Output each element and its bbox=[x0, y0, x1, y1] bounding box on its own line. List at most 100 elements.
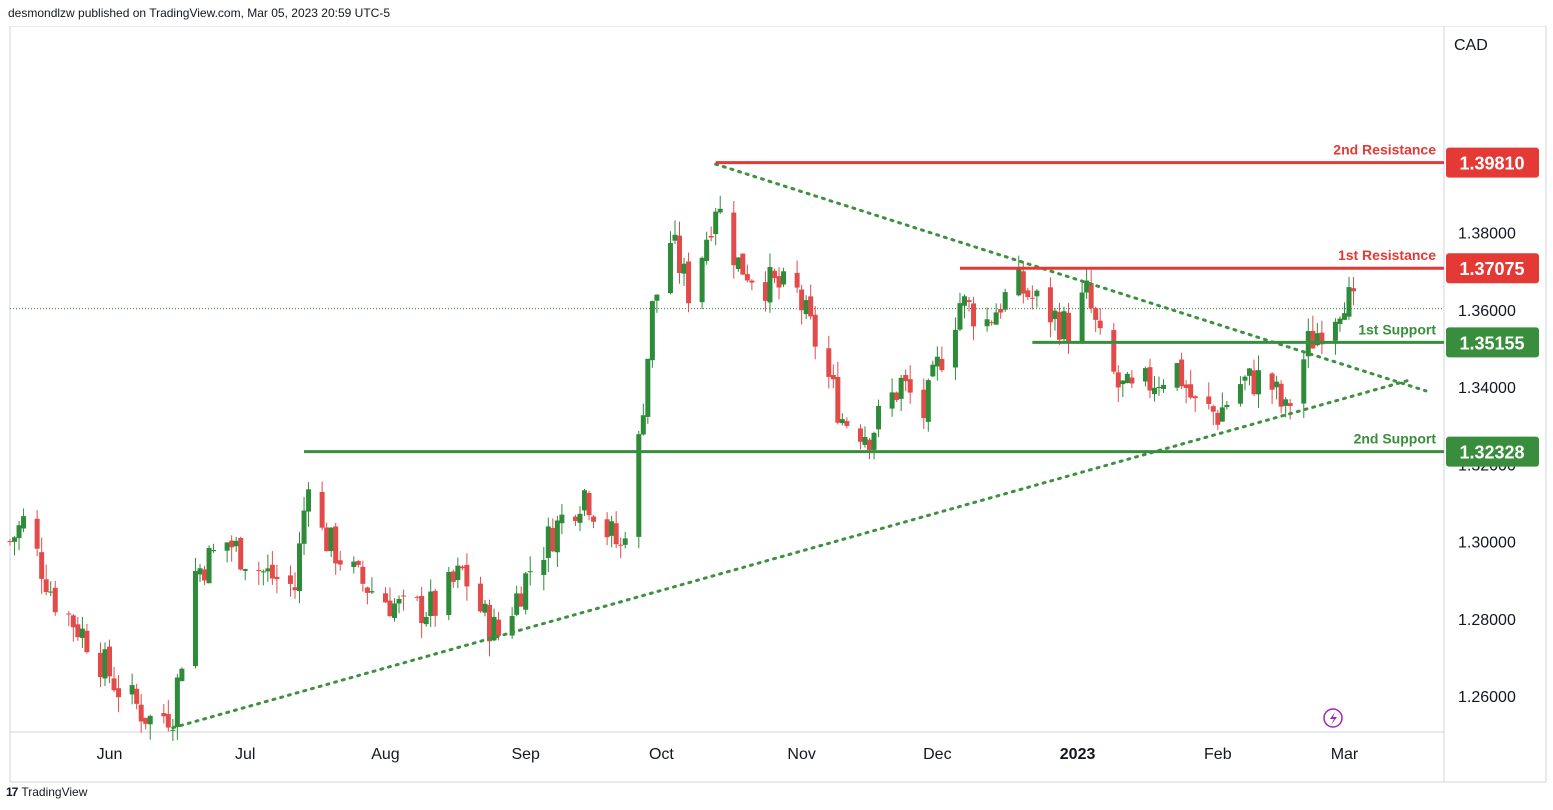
candle-body bbox=[803, 300, 809, 315]
candle-body bbox=[681, 263, 687, 274]
1st-support-label: 1st Support bbox=[1358, 321, 1436, 337]
candle bbox=[903, 369, 909, 392]
candle bbox=[459, 565, 465, 571]
chart-frame[interactable]: CAD 1.260001.280001.300001.320001.340001… bbox=[0, 26, 1553, 784]
candle-body bbox=[672, 234, 678, 241]
candle bbox=[292, 572, 298, 599]
candle-body bbox=[744, 274, 750, 281]
candle bbox=[432, 588, 438, 627]
candle-body bbox=[477, 583, 483, 612]
candle-body bbox=[319, 491, 325, 528]
candle bbox=[984, 307, 990, 332]
candle bbox=[111, 666, 117, 693]
candle-body bbox=[794, 272, 800, 288]
candle bbox=[414, 595, 420, 601]
2nd-support-level[interactable]: 2nd Support 1.32328 bbox=[304, 431, 1539, 467]
candle bbox=[242, 568, 248, 581]
candle bbox=[781, 267, 787, 288]
candle bbox=[446, 566, 452, 621]
candle bbox=[699, 256, 705, 310]
candle-body bbox=[482, 603, 488, 613]
candle bbox=[202, 565, 208, 586]
candle-body bbox=[930, 364, 936, 377]
candle-body bbox=[116, 688, 122, 698]
candle-body bbox=[238, 537, 244, 570]
candle bbox=[654, 294, 660, 313]
candle bbox=[799, 284, 805, 325]
candle-body bbox=[1129, 377, 1135, 384]
trendlines[interactable] bbox=[171, 162, 1428, 730]
candlestick-series[interactable] bbox=[7, 195, 1357, 741]
ascending-trendline[interactable] bbox=[171, 377, 1414, 730]
candle bbox=[1251, 359, 1257, 397]
candle bbox=[1142, 366, 1148, 387]
candle bbox=[1256, 355, 1262, 408]
candle bbox=[306, 482, 312, 527]
alert-icon[interactable] bbox=[1323, 708, 1343, 728]
candle bbox=[79, 616, 85, 649]
2nd-resistance-level[interactable]: 2nd Resistance 1.39810 bbox=[715, 142, 1539, 178]
candle-body bbox=[1066, 312, 1072, 343]
candle bbox=[609, 515, 615, 548]
candle-body bbox=[572, 516, 578, 521]
candle bbox=[1210, 404, 1216, 426]
candle-body bbox=[654, 294, 660, 301]
candle bbox=[622, 531, 628, 549]
candle bbox=[1156, 376, 1162, 396]
candle-body bbox=[808, 296, 814, 317]
candle-body bbox=[545, 526, 551, 558]
candle-body bbox=[1206, 396, 1212, 405]
candle-body bbox=[618, 544, 624, 546]
candle-body bbox=[771, 270, 777, 279]
candle-body bbox=[1029, 297, 1035, 299]
candle bbox=[1111, 323, 1117, 375]
descending-trendline[interactable] bbox=[714, 162, 1428, 393]
candle bbox=[224, 542, 230, 563]
candle bbox=[1016, 255, 1022, 297]
candle bbox=[866, 438, 872, 460]
candle bbox=[762, 271, 768, 312]
price-tick-label: 1.38000 bbox=[1458, 226, 1516, 243]
candle-body bbox=[269, 564, 275, 579]
candle bbox=[857, 424, 863, 450]
1st-resistance-price-value: 1.37075 bbox=[1459, 259, 1524, 279]
candle bbox=[518, 586, 524, 607]
candle bbox=[930, 360, 936, 378]
candle-body bbox=[138, 704, 144, 722]
price-axis[interactable]: 1.260001.280001.300001.320001.340001.360… bbox=[1458, 148, 1516, 706]
1st-support-level[interactable]: 1st Support 1.35155 bbox=[1032, 321, 1539, 358]
candle bbox=[487, 599, 493, 657]
price-tick-label: 1.30000 bbox=[1458, 535, 1516, 552]
candle bbox=[34, 510, 40, 557]
time-tick-label: Feb bbox=[1204, 746, 1232, 763]
time-axis[interactable]: Jun Jul Aug Sep Oct Nov Dec 2023 Feb Mar bbox=[97, 746, 1359, 763]
candle bbox=[1269, 371, 1275, 404]
candle-body bbox=[387, 600, 393, 617]
1st-resistance-level[interactable]: 1st Resistance 1.37075 bbox=[959, 247, 1539, 284]
price-tick-label: 1.26000 bbox=[1458, 689, 1516, 706]
candle bbox=[355, 559, 361, 568]
support-resistance-levels[interactable]: 2nd Resistance 1.39810 1st Resistance 1.370… bbox=[304, 142, 1539, 467]
candle bbox=[1224, 401, 1230, 410]
candle-body bbox=[971, 303, 977, 327]
candle-body bbox=[355, 561, 361, 565]
candle-body bbox=[75, 624, 81, 638]
candle bbox=[7, 539, 13, 546]
candle-body bbox=[455, 565, 461, 580]
candle bbox=[1246, 368, 1252, 386]
candle-body bbox=[161, 713, 167, 717]
candle bbox=[265, 554, 271, 582]
candle-body bbox=[337, 560, 343, 565]
candle-body bbox=[360, 566, 366, 584]
candle-body bbox=[1093, 308, 1099, 320]
candle bbox=[961, 294, 967, 319]
candle-body bbox=[559, 514, 565, 524]
candle bbox=[455, 557, 461, 589]
candle-body bbox=[48, 591, 54, 593]
candle bbox=[1192, 395, 1198, 412]
candle bbox=[75, 617, 81, 641]
candle bbox=[907, 365, 913, 404]
candle-body bbox=[1256, 370, 1262, 395]
candle bbox=[998, 303, 1004, 319]
candle bbox=[731, 201, 737, 279]
